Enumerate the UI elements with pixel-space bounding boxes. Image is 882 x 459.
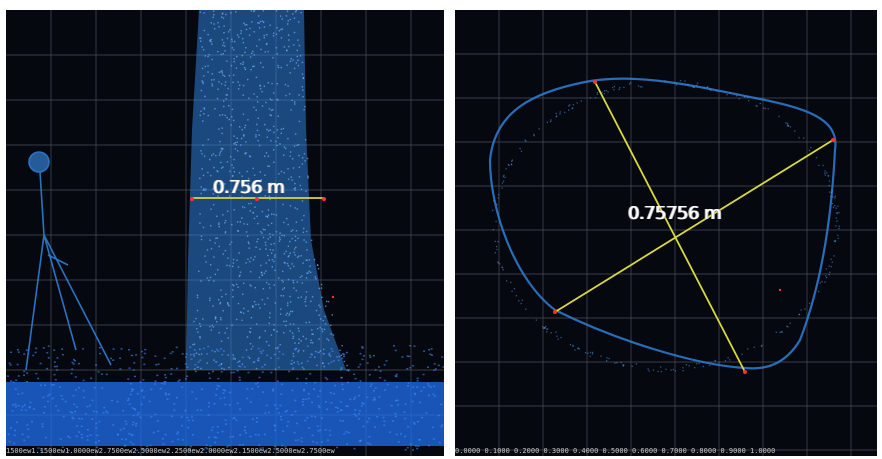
left-point-cloud-canvas[interactable] (6, 10, 444, 456)
stray-point (331, 295, 335, 299)
left-viewport-trunk-elevation[interactable]: 0.756 m 1500ew1.1500ew1.0000ew2.7500ew2.… (6, 10, 444, 456)
left-measurement-line (190, 197, 326, 201)
right-viewport-trunk-cross-section[interactable]: 0.75756 m 0.0000 0.1000 0.2000 0.3000 0.… (455, 10, 877, 456)
trunk-cross-section-outline (488, 77, 840, 373)
ground-points (6, 345, 444, 452)
right-measurement-lines (553, 80, 835, 374)
right-scale-readout: 0.0000 0.1000 0.2000 0.3000 0.4000 0.500… (455, 447, 776, 455)
left-scale-readout: 1500ew1.1500ew1.0000ew2.7500ew2.5000ew2.… (6, 447, 335, 455)
left-measurement-label: 0.756 m (213, 177, 285, 198)
right-measurement-label: 0.75756 m (628, 203, 722, 224)
stray-point (778, 288, 782, 292)
grid-lines (455, 10, 877, 456)
tripod-target (25, 151, 112, 371)
right-point-cloud-canvas[interactable] (455, 10, 877, 456)
tree-trunk-points (186, 10, 350, 372)
